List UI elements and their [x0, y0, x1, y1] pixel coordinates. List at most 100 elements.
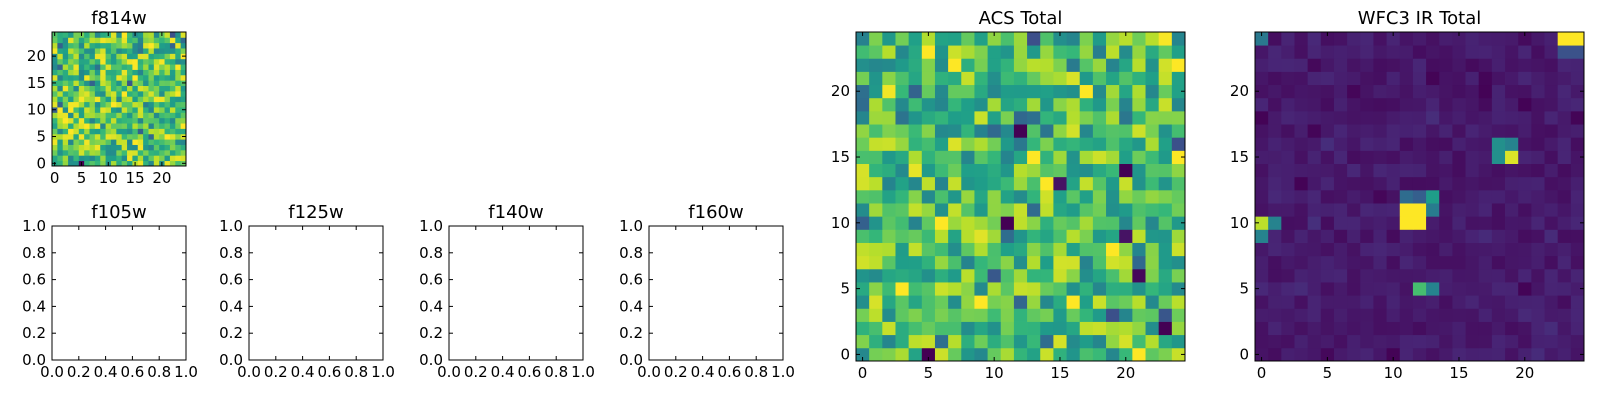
heatmap-cell — [1132, 150, 1146, 164]
heatmap-cell — [934, 71, 949, 86]
heatmap-cell — [1491, 150, 1506, 164]
heatmap-cell — [1119, 216, 1133, 230]
heatmap-cell — [1360, 163, 1374, 178]
heatmap-cell — [1412, 203, 1427, 217]
heatmap-cell — [137, 112, 144, 119]
heatmap-cell — [1106, 347, 1120, 362]
heatmap-cell — [1268, 110, 1282, 125]
heatmap-cell — [1333, 321, 1348, 336]
heatmap-cell — [1119, 229, 1133, 243]
heatmap-cell — [1092, 71, 1107, 86]
heatmap-cell — [132, 123, 139, 129]
heatmap-cell — [180, 112, 187, 119]
heatmap-cell — [948, 242, 962, 257]
heatmap-cell — [882, 45, 896, 59]
subplot-title: f105w — [91, 202, 146, 223]
heatmap-cell — [1027, 110, 1041, 125]
heatmap-cell — [132, 53, 139, 60]
heatmap-cell — [1171, 84, 1186, 99]
heatmap-cell — [1373, 189, 1387, 204]
heatmap-cell — [1027, 308, 1041, 322]
heatmap-cell — [110, 144, 117, 151]
heatmap-cell — [164, 160, 171, 167]
heatmap-cell — [116, 58, 123, 65]
heatmap-cell — [52, 123, 58, 129]
heatmap-cell — [1268, 216, 1282, 230]
heatmap-cell — [127, 58, 133, 65]
heatmap-cell — [1570, 97, 1585, 112]
heatmap-cell — [143, 96, 149, 103]
heatmap-cell — [1145, 255, 1160, 270]
heatmap-cell — [1294, 308, 1309, 322]
heatmap-cell — [1426, 32, 1440, 46]
heatmap-cell — [1132, 216, 1146, 230]
heatmap-cell — [1505, 229, 1519, 243]
heatmap-cell — [84, 96, 90, 103]
heatmap-cell — [1518, 347, 1532, 362]
y-tick-label: 0.8 — [22, 244, 46, 262]
heatmap-cell — [1145, 321, 1160, 336]
heatmap-cell — [1307, 97, 1322, 112]
heatmap-cell — [1386, 71, 1401, 86]
heatmap-cell — [132, 90, 139, 97]
heatmap-cell — [94, 123, 101, 129]
heatmap-cell — [961, 124, 975, 138]
heatmap-cell — [934, 321, 949, 336]
heatmap-cell — [143, 101, 149, 108]
heatmap-cell — [974, 203, 988, 217]
heatmap-cell — [127, 85, 133, 92]
heatmap-cell — [1505, 97, 1519, 112]
heatmap-cell — [153, 85, 160, 92]
heatmap-cell — [1452, 97, 1466, 112]
heatmap-cell — [73, 64, 80, 70]
heatmap-cell — [132, 74, 139, 81]
heatmap-cell — [1000, 321, 1015, 336]
x-tick-label: 0.6 — [517, 363, 541, 381]
heatmap-cell — [159, 69, 165, 76]
heatmap-cell — [987, 242, 1002, 257]
heatmap-cell — [1570, 110, 1585, 125]
heatmap-cell — [169, 133, 176, 140]
heatmap-cell — [68, 107, 74, 113]
heatmap-cell — [116, 107, 123, 113]
heatmap-cell — [1053, 229, 1067, 243]
heatmap-cell — [164, 64, 171, 70]
heatmap-cell — [1518, 110, 1532, 125]
heatmap-cell — [143, 155, 149, 162]
heatmap-cell — [1426, 203, 1440, 217]
heatmap-cell — [1132, 110, 1146, 125]
heatmap-cell — [137, 58, 144, 65]
heatmap-cell — [1171, 124, 1186, 138]
heatmap-cell — [1399, 255, 1414, 270]
heatmap-cell — [1040, 268, 1054, 283]
heatmap-cell — [159, 90, 165, 97]
heatmap-cell — [974, 45, 988, 59]
heatmap-cell — [1452, 58, 1466, 72]
heatmap-cell — [1307, 58, 1322, 72]
heatmap-cell — [1412, 242, 1427, 257]
heatmap-cell — [89, 133, 96, 140]
heatmap-cell — [882, 137, 896, 151]
x-tick-label: 10 — [985, 364, 1004, 382]
heatmap-cell — [1158, 295, 1173, 309]
heatmap-cell — [1158, 189, 1173, 204]
heatmap-cell — [974, 295, 988, 309]
heatmap-cell — [62, 37, 69, 44]
heatmap-cell — [100, 155, 106, 162]
heatmap-cell — [153, 96, 160, 103]
heatmap-cell — [869, 32, 883, 46]
heatmap-cell — [1412, 334, 1427, 349]
y-tick-label: 15 — [27, 74, 46, 92]
heatmap-cell — [1557, 163, 1572, 178]
heatmap-cell — [948, 334, 962, 349]
heatmap-cell — [895, 295, 910, 309]
heatmap-cell — [948, 32, 962, 46]
heatmap-cell — [1518, 321, 1532, 336]
heatmap-cell — [73, 144, 80, 151]
heatmap-cell — [1360, 110, 1374, 125]
heatmap-cell — [1531, 176, 1545, 191]
heatmap-cell — [1320, 255, 1335, 270]
heatmap-cell — [987, 163, 1002, 178]
heatmap-cell — [1491, 347, 1506, 362]
heatmap-cell — [1268, 229, 1282, 243]
